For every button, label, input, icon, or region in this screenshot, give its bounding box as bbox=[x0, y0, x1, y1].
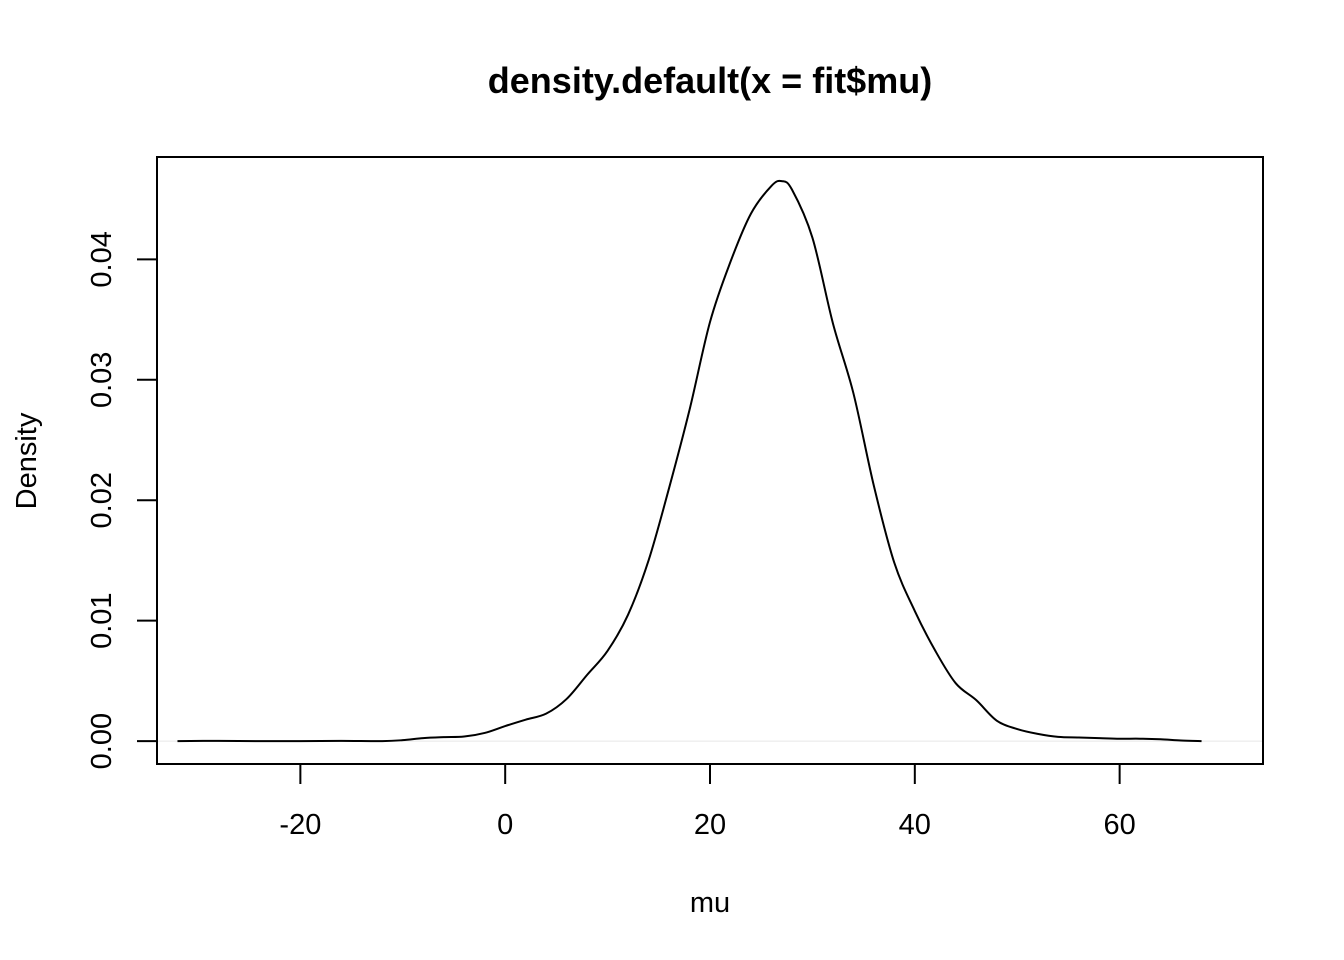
x-tick-label: 20 bbox=[694, 809, 726, 841]
y-tick-label: 0.02 bbox=[86, 472, 118, 528]
y-tick-label: 0.01 bbox=[86, 592, 118, 648]
x-axis: -20 0 20 40 60 bbox=[279, 763, 1136, 841]
chart-title: density.default(x = fit$mu) bbox=[488, 60, 932, 101]
x-axis-label: mu bbox=[690, 887, 730, 919]
x-tick-label: 40 bbox=[899, 809, 931, 841]
density-curve bbox=[177, 179, 1202, 743]
density-series bbox=[177, 179, 1202, 743]
y-axis: 0.00 0.01 0.02 0.03 0.04 bbox=[86, 231, 158, 769]
x-tick-label: -20 bbox=[279, 809, 321, 841]
y-tick-label: 0.03 bbox=[86, 352, 118, 408]
y-axis-label: Density bbox=[11, 412, 43, 509]
x-tick-label: 60 bbox=[1103, 809, 1135, 841]
plot-frame bbox=[156, 156, 1264, 765]
y-tick-label: 0.04 bbox=[86, 231, 118, 287]
y-tick-label: 0.00 bbox=[86, 713, 118, 769]
x-tick-label: 0 bbox=[497, 809, 513, 841]
